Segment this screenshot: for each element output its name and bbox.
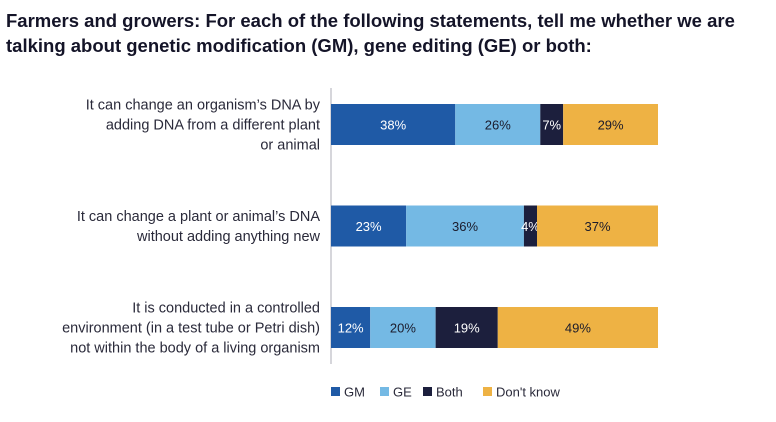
- bar-segment: [370, 307, 436, 348]
- bar-segment: [523, 205, 538, 247]
- legend-swatch: [331, 387, 340, 396]
- category-label: It can change a plant or animal’s DNA wit…: [77, 209, 321, 245]
- bar-segment: [540, 104, 564, 145]
- bar-segment: [331, 205, 407, 247]
- legend: GM GE Both Don't know: [331, 385, 561, 400]
- bar-value-label: 23%: [356, 219, 382, 234]
- category-label-line: not within the body of a living organism: [70, 341, 320, 357]
- bar-value-label: 49%: [565, 321, 591, 336]
- category-label-line: without adding anything new: [136, 229, 321, 245]
- legend-swatch: [380, 387, 389, 396]
- legend-swatch: [483, 387, 492, 396]
- bar-segment: [497, 307, 658, 348]
- legend-label: Don't know: [496, 385, 561, 400]
- category-label-line: It can change a plant or animal’s DNA: [77, 209, 320, 225]
- category-label: It can change an organism’s DNA by adding…: [86, 98, 321, 154]
- bar-segment: [435, 307, 498, 348]
- category-label-line: environment (in a test tube or Petri dis…: [62, 321, 320, 337]
- bar-segment: [455, 104, 541, 145]
- legend-label: GM: [344, 385, 365, 400]
- bar-value-label: 37%: [584, 219, 610, 234]
- chart-title: Farmers and growers: For each of the fol…: [6, 10, 735, 56]
- bar-value-label: 38%: [380, 118, 406, 133]
- category-label-line: or animal: [260, 138, 320, 154]
- bar-value-label: 29%: [598, 118, 624, 133]
- category-label: It is conducted in a controlled environme…: [62, 301, 320, 357]
- bar-segment: [406, 205, 524, 247]
- category-label-line: It is conducted in a controlled: [132, 301, 320, 317]
- bar-value-label: 4%: [521, 219, 540, 234]
- bar-value-label: 36%: [452, 219, 478, 234]
- category-label-line: adding DNA from a different plant: [106, 118, 320, 134]
- category-labels: It can change an organism’s DNA by adding…: [62, 98, 321, 357]
- bar-value-label: 26%: [485, 118, 511, 133]
- bar-segment: [563, 104, 658, 145]
- legend-swatch: [423, 387, 432, 396]
- bar-segment: [331, 307, 371, 348]
- legend-label: Both: [436, 385, 463, 400]
- legend-label: GE: [393, 385, 412, 400]
- bar-value-label: 20%: [390, 321, 416, 336]
- bar-value-label: 12%: [338, 321, 364, 336]
- bars: 38% 26% 7% 29% 23% 36% 4% 37% 12% 20% 19% 49%: [331, 104, 658, 348]
- bar-segment: [537, 205, 658, 247]
- bar-value-label: 7%: [542, 118, 561, 133]
- bar-value-label: 19%: [454, 321, 480, 336]
- category-label-line: It can change an organism’s DNA by: [86, 98, 321, 114]
- bar-segment: [331, 104, 456, 145]
